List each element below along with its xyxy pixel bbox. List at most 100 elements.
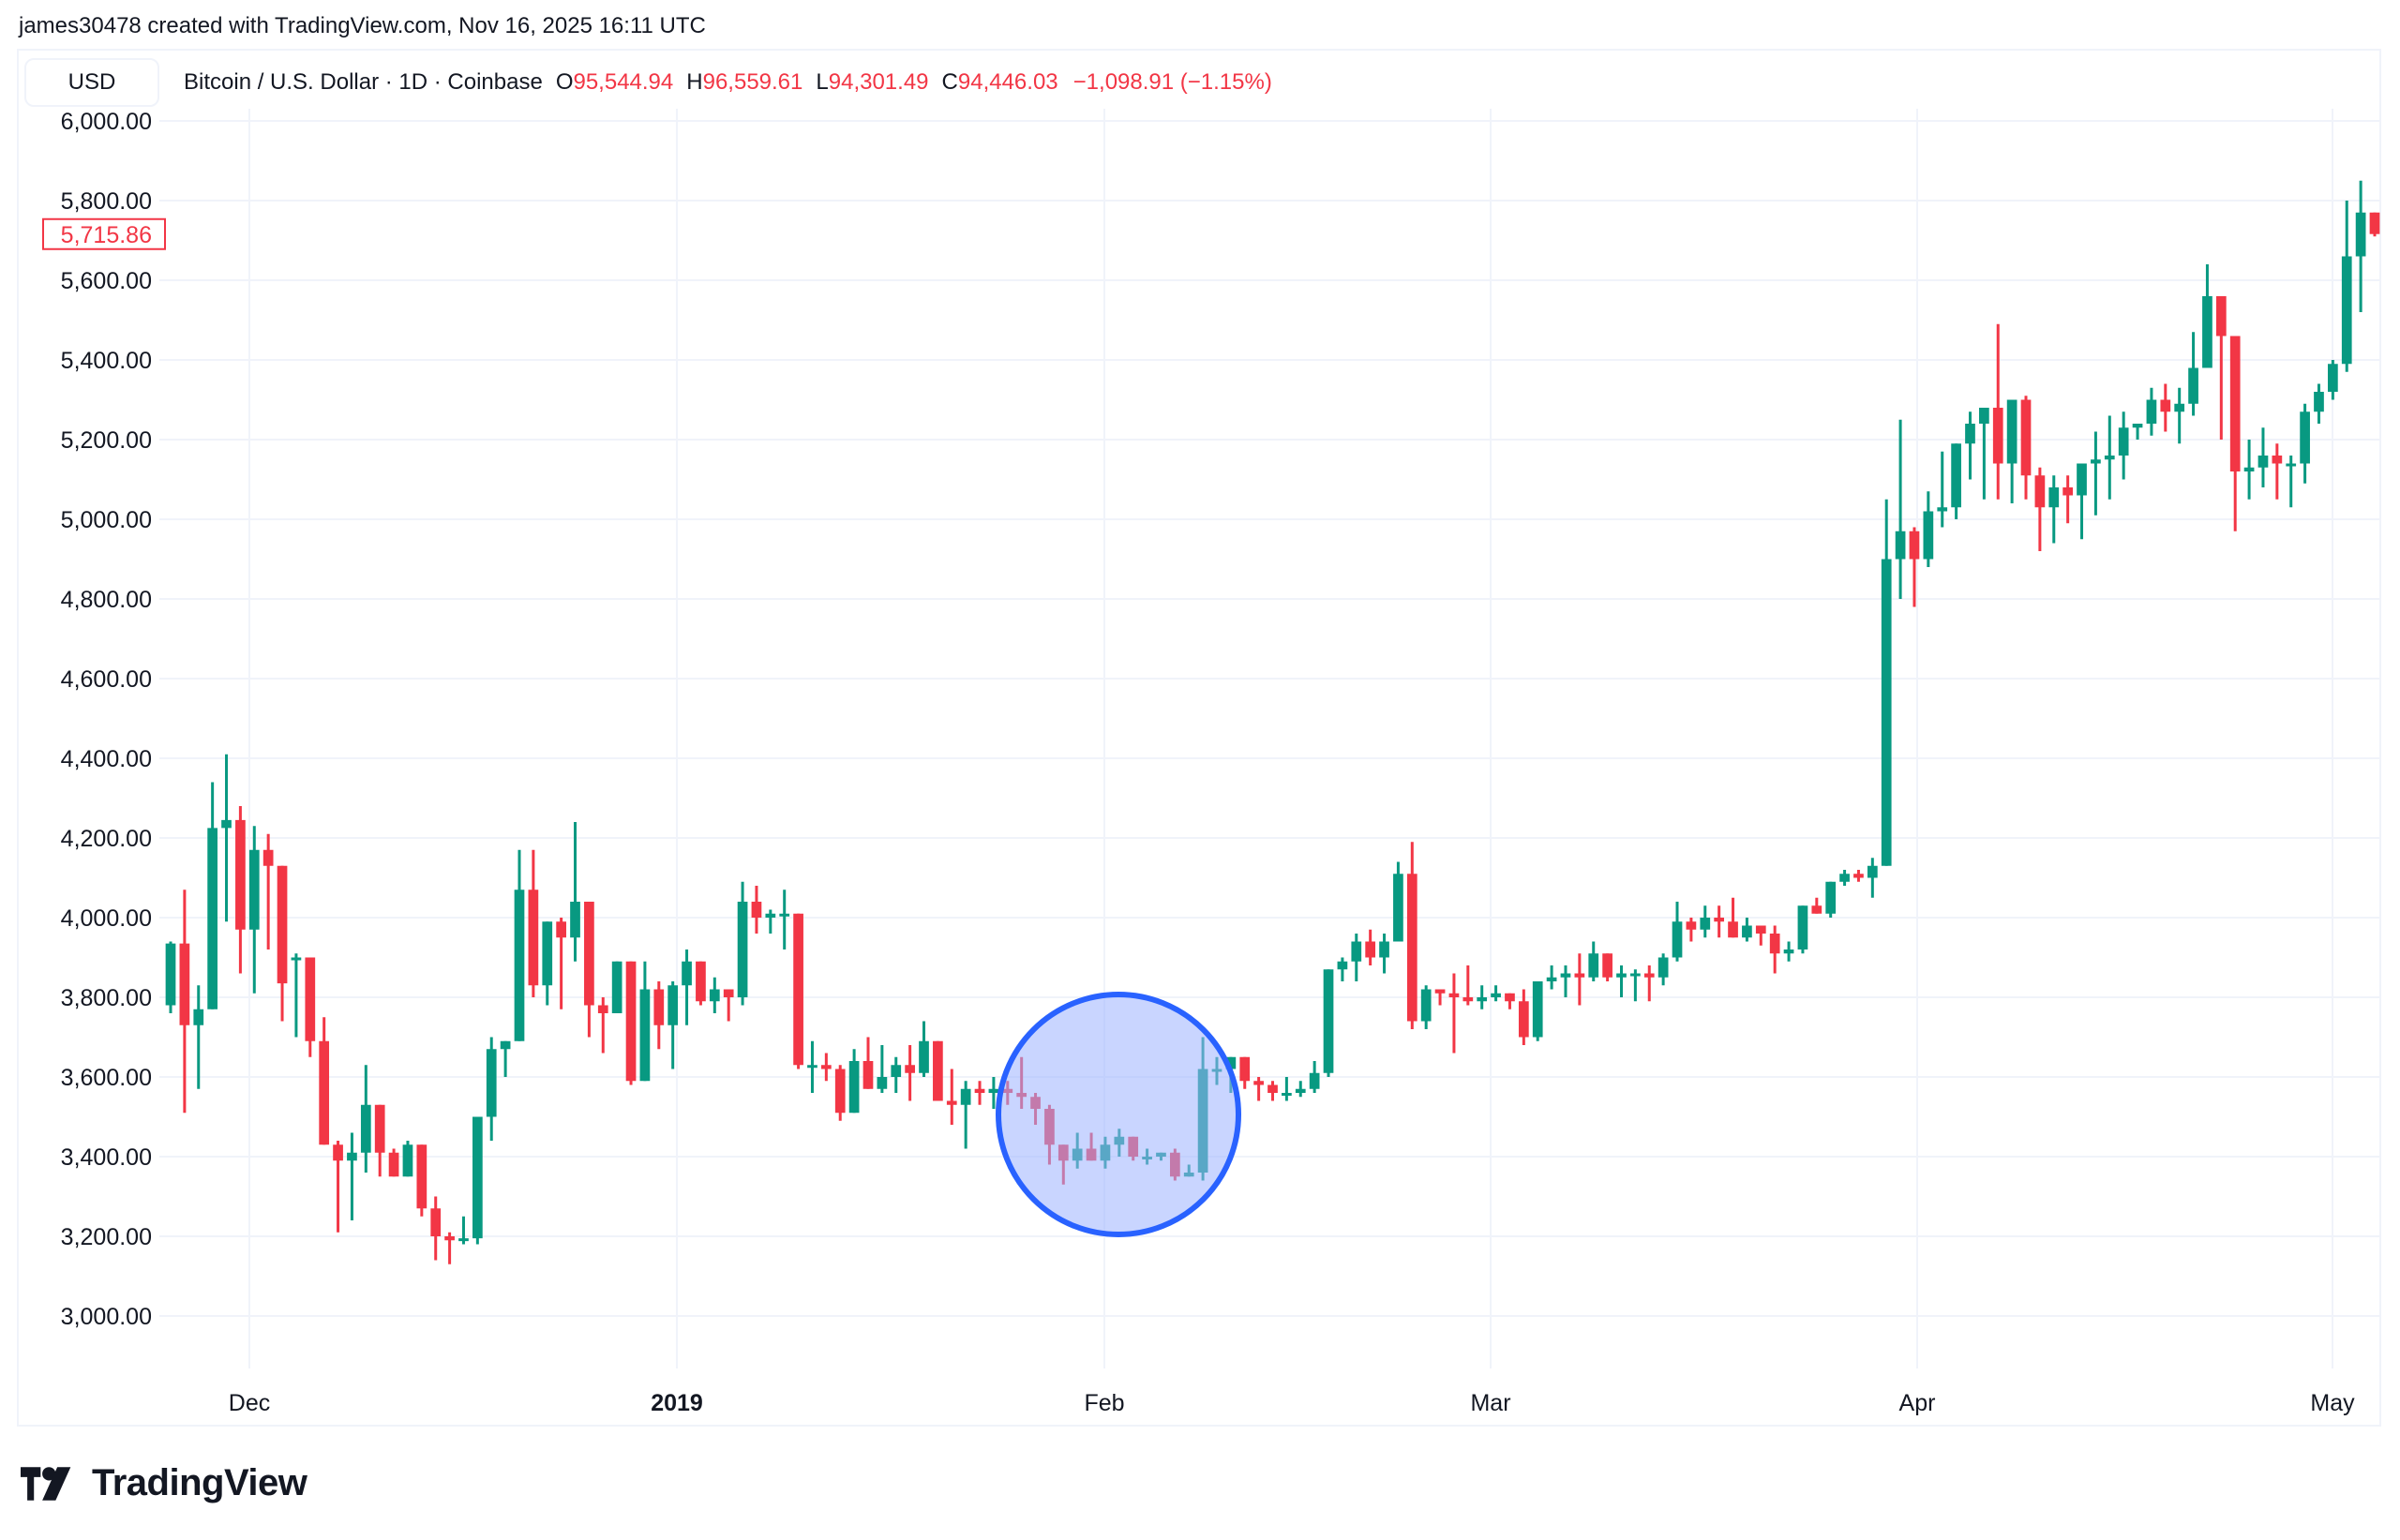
candle xyxy=(514,890,525,1041)
tradingview-logo-icon xyxy=(21,1466,71,1501)
candle xyxy=(2188,367,2198,404)
candle xyxy=(472,1116,483,1239)
candle xyxy=(2146,399,2157,424)
price-tick-label: 5,400.00 xyxy=(61,348,152,374)
candle xyxy=(1923,511,1934,560)
candle xyxy=(1686,921,1697,930)
candle xyxy=(834,1069,846,1114)
candle xyxy=(2160,399,2171,412)
chart-credit: james30478 created with TradingView.com,… xyxy=(19,13,706,38)
close-label: C xyxy=(941,69,958,95)
candle xyxy=(668,985,679,1025)
time-tick-label: May xyxy=(2310,1390,2355,1416)
candle xyxy=(2229,336,2241,471)
candle xyxy=(946,1100,957,1105)
highlight-circle[interactable] xyxy=(996,992,1241,1237)
candle xyxy=(1588,953,1599,978)
candle xyxy=(2300,411,2310,464)
candle xyxy=(193,1009,204,1025)
candle xyxy=(1867,865,1878,878)
candle xyxy=(1602,953,1612,978)
candle xyxy=(416,1144,428,1209)
candle xyxy=(221,819,232,829)
price-axis[interactable]: 6,000.00 5,800.00 5,600.00 5,400.00 5,200.00… xyxy=(61,109,152,1330)
currency-button[interactable]: USD xyxy=(24,58,159,107)
price-tick-label: 3,400.00 xyxy=(61,1144,152,1171)
candle xyxy=(611,961,622,1013)
candle xyxy=(1420,989,1432,1022)
time-axis[interactable]: Dec 2019 Feb Mar Apr May xyxy=(229,1390,2355,1416)
candle xyxy=(1630,973,1641,977)
candle xyxy=(2062,487,2074,496)
candle xyxy=(905,1065,915,1073)
candle xyxy=(793,913,803,1066)
price-tick-label: 3,800.00 xyxy=(61,985,152,1011)
candle xyxy=(877,1077,888,1089)
candle xyxy=(486,1049,497,1117)
candle xyxy=(388,1152,399,1177)
candle xyxy=(862,1061,874,1089)
candle xyxy=(1616,973,1627,978)
price-tick-label: 5,800.00 xyxy=(61,188,152,215)
candle xyxy=(820,1065,832,1069)
candle xyxy=(779,913,790,917)
candle xyxy=(1253,1081,1264,1085)
candle xyxy=(597,1005,608,1013)
price-tick-label: 6,000.00 xyxy=(61,109,152,135)
candle xyxy=(556,921,566,938)
candle xyxy=(891,1065,902,1077)
candle xyxy=(960,1088,971,1105)
candle xyxy=(1434,989,1446,994)
candle xyxy=(248,849,260,930)
candle xyxy=(1462,997,1474,1002)
candle xyxy=(444,1236,455,1241)
candle xyxy=(1295,1088,1306,1093)
candle xyxy=(1728,921,1738,938)
candle xyxy=(1965,424,1975,444)
candle xyxy=(2355,212,2366,257)
candle xyxy=(165,943,176,1006)
candle xyxy=(1546,977,1557,981)
low-value: 94,301.49 xyxy=(828,69,929,95)
candle xyxy=(1448,993,1460,997)
candle xyxy=(1532,981,1543,1038)
candle xyxy=(1574,973,1585,978)
time-tick-label: Apr xyxy=(1899,1390,1936,1416)
candle xyxy=(2215,296,2227,336)
candle xyxy=(1992,408,2003,464)
candle xyxy=(2328,364,2338,392)
candle xyxy=(305,957,316,1041)
candle xyxy=(625,961,637,1082)
candle xyxy=(2369,212,2380,234)
candle xyxy=(277,865,288,984)
price-tick-label: 4,800.00 xyxy=(61,587,152,613)
candle xyxy=(319,1040,330,1145)
candle xyxy=(1951,443,1961,508)
candle xyxy=(1783,949,1794,954)
candle xyxy=(1477,997,1488,1002)
brand-name: TradingView xyxy=(92,1462,308,1503)
tradingview-logo[interactable]: TradingView xyxy=(21,1462,308,1504)
candle xyxy=(974,1088,985,1093)
candle xyxy=(1700,918,1711,930)
symbol-title[interactable]: Bitcoin / U.S. Dollar · 1D · Coinbase xyxy=(184,69,543,95)
candle xyxy=(2048,487,2060,508)
candle xyxy=(402,1144,413,1177)
candle xyxy=(374,1104,385,1153)
candle xyxy=(807,1065,818,1069)
candle xyxy=(2118,427,2129,456)
candle xyxy=(1268,1084,1278,1093)
candle xyxy=(1937,507,1948,512)
price-tick-label: 5,000.00 xyxy=(61,507,152,533)
candle xyxy=(1225,1056,1237,1069)
candle xyxy=(1742,925,1752,938)
candle xyxy=(1518,1001,1529,1038)
candle xyxy=(2104,456,2115,460)
candle xyxy=(1811,905,1822,914)
candle xyxy=(1755,925,1766,934)
time-tick-label: Feb xyxy=(1084,1390,1124,1416)
candle xyxy=(1505,993,1515,1002)
open-label: O xyxy=(555,69,574,95)
candle xyxy=(2272,456,2283,464)
